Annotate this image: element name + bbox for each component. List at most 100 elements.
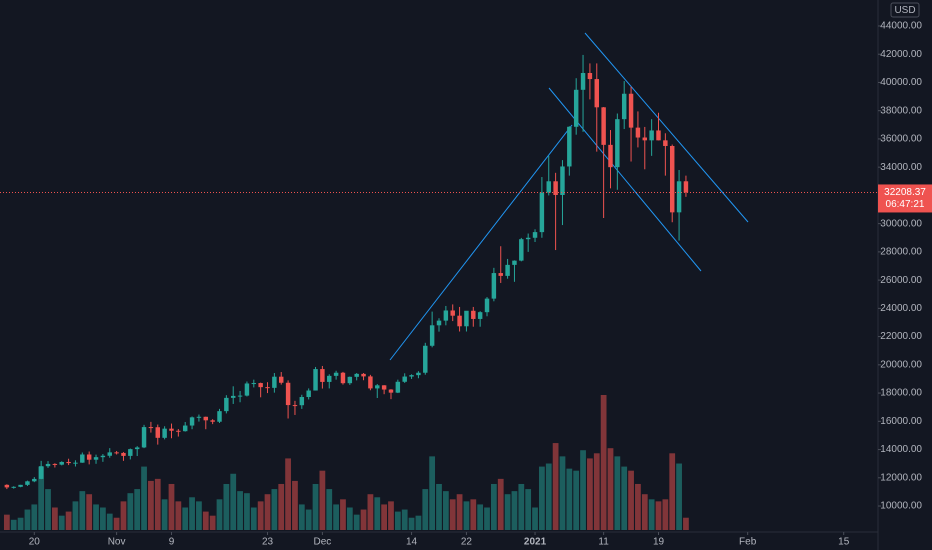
last-price-label: 32208.37: [884, 187, 926, 198]
candle-body: [210, 420, 215, 422]
volume-bar: [45, 489, 51, 530]
x-tick-label: 14: [406, 537, 418, 548]
volume-bar: [271, 489, 278, 530]
candle-body: [182, 425, 188, 432]
volume-bar: [429, 456, 436, 530]
volume-bar: [436, 483, 442, 530]
volume-bar: [202, 511, 209, 530]
candle-body: [162, 428, 167, 438]
candle-body: [649, 130, 654, 141]
candle-body: [333, 372, 339, 376]
volume-bar: [244, 493, 250, 530]
candle-body: [663, 140, 668, 146]
volume-bar: [415, 515, 422, 530]
volume-bar: [182, 507, 189, 530]
candle-body: [388, 389, 394, 393]
candle-body: [306, 390, 311, 398]
candle-body: [251, 383, 257, 385]
candle-body: [224, 397, 229, 412]
volume-bar: [127, 493, 134, 530]
volume-bar: [559, 456, 566, 530]
volume-bar: [175, 501, 182, 530]
candle-body: [423, 345, 428, 373]
volume-bar: [504, 494, 511, 530]
y-tick-label: 16000.00: [880, 416, 922, 427]
y-tick-label: 28000.00: [880, 247, 922, 258]
candle-body: [217, 411, 222, 422]
volume-bar: [113, 517, 120, 530]
candle-body: [519, 239, 524, 261]
candle-body: [327, 375, 332, 382]
volume-bar: [223, 483, 230, 530]
volume-bar: [422, 489, 429, 530]
candle-body: [567, 126, 572, 167]
candle-body: [615, 119, 620, 168]
volume-bar: [600, 395, 607, 530]
volume-bar: [106, 513, 113, 530]
candle-body: [621, 93, 627, 120]
candle-body: [285, 382, 291, 406]
volume-bar: [79, 491, 86, 530]
volume-bar: [264, 494, 271, 530]
volume-bar: [51, 507, 58, 530]
volume-bar: [134, 489, 141, 530]
y-tick-label: 12000.00: [880, 472, 922, 483]
candle-body: [25, 481, 30, 485]
y-tick-label: 24000.00: [880, 303, 922, 314]
y-tick-label: 26000.00: [880, 275, 922, 286]
volume-bar: [148, 480, 154, 530]
volume-bar: [683, 517, 689, 530]
candle-body: [525, 237, 531, 240]
x-tick-label: 23: [262, 537, 274, 548]
volume-bar: [532, 507, 538, 530]
candle-body: [395, 381, 401, 393]
volume-bar: [298, 504, 305, 530]
candle-body: [107, 452, 112, 456]
trend-line[interactable]: [389, 124, 573, 361]
candle-body: [560, 166, 565, 195]
volume-bar: [58, 515, 65, 530]
candle-body: [258, 383, 263, 388]
x-tick-label: 2021: [524, 537, 547, 548]
volume-bar: [669, 453, 676, 530]
candle-body: [313, 369, 318, 391]
volume-bar: [621, 466, 628, 530]
x-tick-label: 19: [653, 537, 665, 548]
volume-bar: [442, 491, 449, 530]
candle-body: [361, 373, 366, 377]
volume-bar: [31, 504, 38, 530]
volume-bar: [635, 483, 641, 530]
candle-body: [402, 376, 407, 382]
candle-body: [45, 463, 51, 467]
volume-bar: [456, 494, 463, 530]
countdown-label: 06:47:21: [886, 199, 925, 210]
candle-body: [230, 395, 236, 398]
volume-bar: [38, 466, 45, 530]
candle-body: [32, 478, 37, 482]
candles: [4, 54, 689, 490]
candle-body: [539, 192, 545, 233]
candle-body: [532, 232, 538, 238]
x-tick-label: 15: [838, 537, 850, 548]
volume-bar: [10, 519, 17, 530]
volume-bar: [333, 504, 339, 530]
currency-box[interactable]: [890, 2, 920, 18]
candle-body: [100, 455, 106, 458]
volume-bar: [662, 499, 669, 530]
candle-body: [4, 484, 10, 488]
volume-bar: [285, 458, 291, 530]
currency-label[interactable]: USD: [894, 5, 915, 16]
trend-line[interactable]: [584, 32, 749, 223]
candle-body: [601, 107, 606, 145]
volume-bar: [100, 507, 106, 530]
candle-body: [59, 461, 64, 465]
volume-bar: [305, 509, 312, 530]
volume-bar: [72, 501, 79, 530]
candle-body: [279, 376, 284, 383]
candle-body: [347, 376, 353, 384]
candle-body: [368, 376, 373, 389]
volume-bar: [230, 473, 237, 530]
y-tick-label: 34000.00: [880, 162, 922, 173]
candle-body: [134, 447, 140, 450]
